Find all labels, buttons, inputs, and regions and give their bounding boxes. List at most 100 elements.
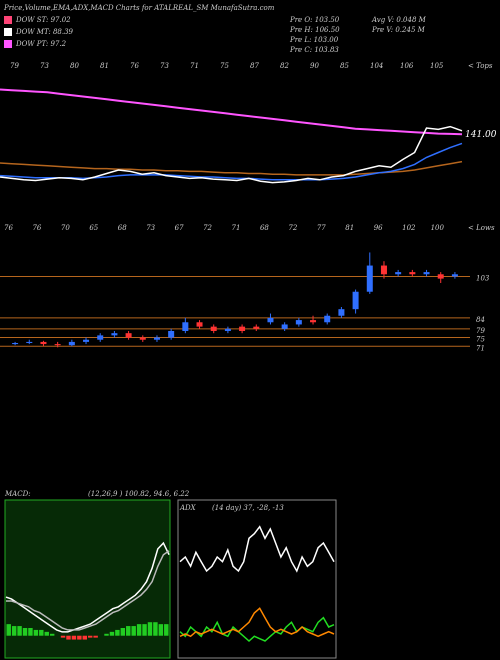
series-line — [179, 525, 335, 573]
series-line — [179, 607, 335, 638]
top-label: 82 — [280, 62, 289, 70]
macd-histogram-bar — [66, 635, 71, 640]
adx-subtitle: (14 day) 37, -28, -13 — [212, 504, 284, 512]
macd-histogram-bar — [88, 635, 93, 638]
top-label: 104 — [370, 62, 383, 70]
level-label: 75 — [476, 336, 485, 344]
series-line — [0, 142, 463, 181]
series-line — [179, 616, 335, 643]
macd-histogram-bar — [147, 622, 153, 636]
candle-body — [54, 344, 61, 346]
candle-body — [310, 320, 317, 323]
macd-subtitle: (12,26,9 ) 100.82, 94.6, 6.22 — [88, 490, 190, 498]
low-label: 71 — [232, 224, 241, 232]
top-label: 73 — [40, 62, 49, 70]
legend-swatch — [4, 16, 12, 24]
stat: Pre O: 103.50 — [289, 16, 340, 24]
candle-body — [409, 272, 416, 275]
candle-body — [281, 324, 288, 329]
legend-swatch — [4, 28, 12, 36]
macd-title: MACD: — [4, 490, 31, 498]
candle-body — [324, 315, 331, 323]
volume-stat: Pre V: 0.245 M — [371, 26, 426, 34]
macd-histogram-bar — [6, 624, 11, 636]
page-title: Price,Volume,EMA,ADX,MACD Charts for ATA… — [3, 4, 275, 12]
candle-body — [210, 326, 217, 331]
candle-body — [295, 320, 302, 325]
stat: Pre H: 106.50 — [289, 26, 340, 34]
low-label: 70 — [61, 224, 70, 232]
macd-histogram-bar — [153, 622, 158, 636]
macd-histogram-bar — [49, 633, 55, 636]
candle-body — [83, 339, 90, 342]
candle-body — [26, 341, 33, 343]
macd-histogram-bar — [82, 635, 87, 640]
macd-histogram-bar — [115, 629, 120, 636]
series-line — [5, 541, 170, 633]
candle-body — [153, 337, 160, 340]
low-label: 102 — [402, 224, 416, 232]
macd-histogram-bar — [17, 626, 22, 636]
low-label: 76 — [32, 224, 41, 232]
top-label: 71 — [190, 62, 199, 70]
adx-title: ADX — [179, 504, 197, 512]
stat: Pre C: 103.83 — [289, 46, 339, 54]
candle-body — [451, 274, 458, 277]
top-label: 106 — [400, 62, 414, 70]
candle-body — [239, 326, 246, 331]
top-label: 105 — [430, 62, 444, 70]
candle-body — [40, 341, 47, 345]
low-label: 77 — [317, 224, 326, 232]
candle-body — [111, 333, 118, 336]
lows-label: < Lows — [468, 224, 495, 232]
tops-label: < Tops — [468, 62, 493, 70]
macd-histogram-bar — [164, 624, 169, 636]
legend-swatch — [4, 40, 12, 48]
macd-histogram-bar — [120, 628, 126, 636]
macd-histogram-bar — [44, 631, 49, 636]
volume-stat: Avg V: 0.048 M — [371, 16, 427, 24]
low-label: 76 — [4, 224, 13, 232]
macd-histogram-bar — [109, 631, 115, 636]
top-label: 73 — [160, 62, 169, 70]
low-label: 96 — [374, 224, 383, 232]
candle-body — [267, 317, 274, 323]
low-label: 72 — [203, 224, 212, 232]
candle-body — [182, 322, 189, 331]
low-label: 73 — [146, 224, 155, 232]
macd-histogram-bar — [136, 624, 142, 636]
value-label: 141.00 — [465, 130, 497, 140]
macd-histogram-bar — [142, 624, 147, 636]
low-label: 68 — [260, 224, 269, 232]
low-label: 81 — [345, 224, 354, 232]
candle-body — [224, 328, 231, 331]
series-line — [0, 125, 463, 184]
legend-label: DOW PT: 97.2 — [15, 40, 67, 48]
candle-body — [423, 272, 430, 275]
macd-histogram-bar — [33, 629, 39, 636]
series-line — [6, 550, 170, 631]
candle-body — [139, 337, 146, 340]
candle-body — [12, 343, 19, 345]
candle-body — [68, 341, 75, 346]
level-label: 79 — [476, 327, 485, 335]
top-label: 75 — [220, 62, 229, 70]
candle-body — [366, 265, 373, 292]
stat: Pre L: 103.00 — [289, 36, 339, 44]
top-label: 81 — [100, 62, 109, 70]
candle-body — [437, 274, 444, 279]
candle-body — [352, 291, 359, 310]
candle-body — [125, 333, 132, 338]
top-label: 76 — [130, 62, 139, 70]
level-label: 84 — [476, 316, 485, 324]
macd-histogram-bar — [158, 624, 164, 636]
top-label: 85 — [340, 62, 349, 70]
candle-body — [395, 272, 402, 275]
candle-body — [380, 265, 387, 275]
top-label: 87 — [250, 62, 259, 70]
macd-histogram-bar — [77, 635, 82, 640]
low-label: 67 — [175, 224, 184, 232]
candle-body — [196, 322, 203, 327]
macd-histogram-bar — [11, 626, 17, 636]
